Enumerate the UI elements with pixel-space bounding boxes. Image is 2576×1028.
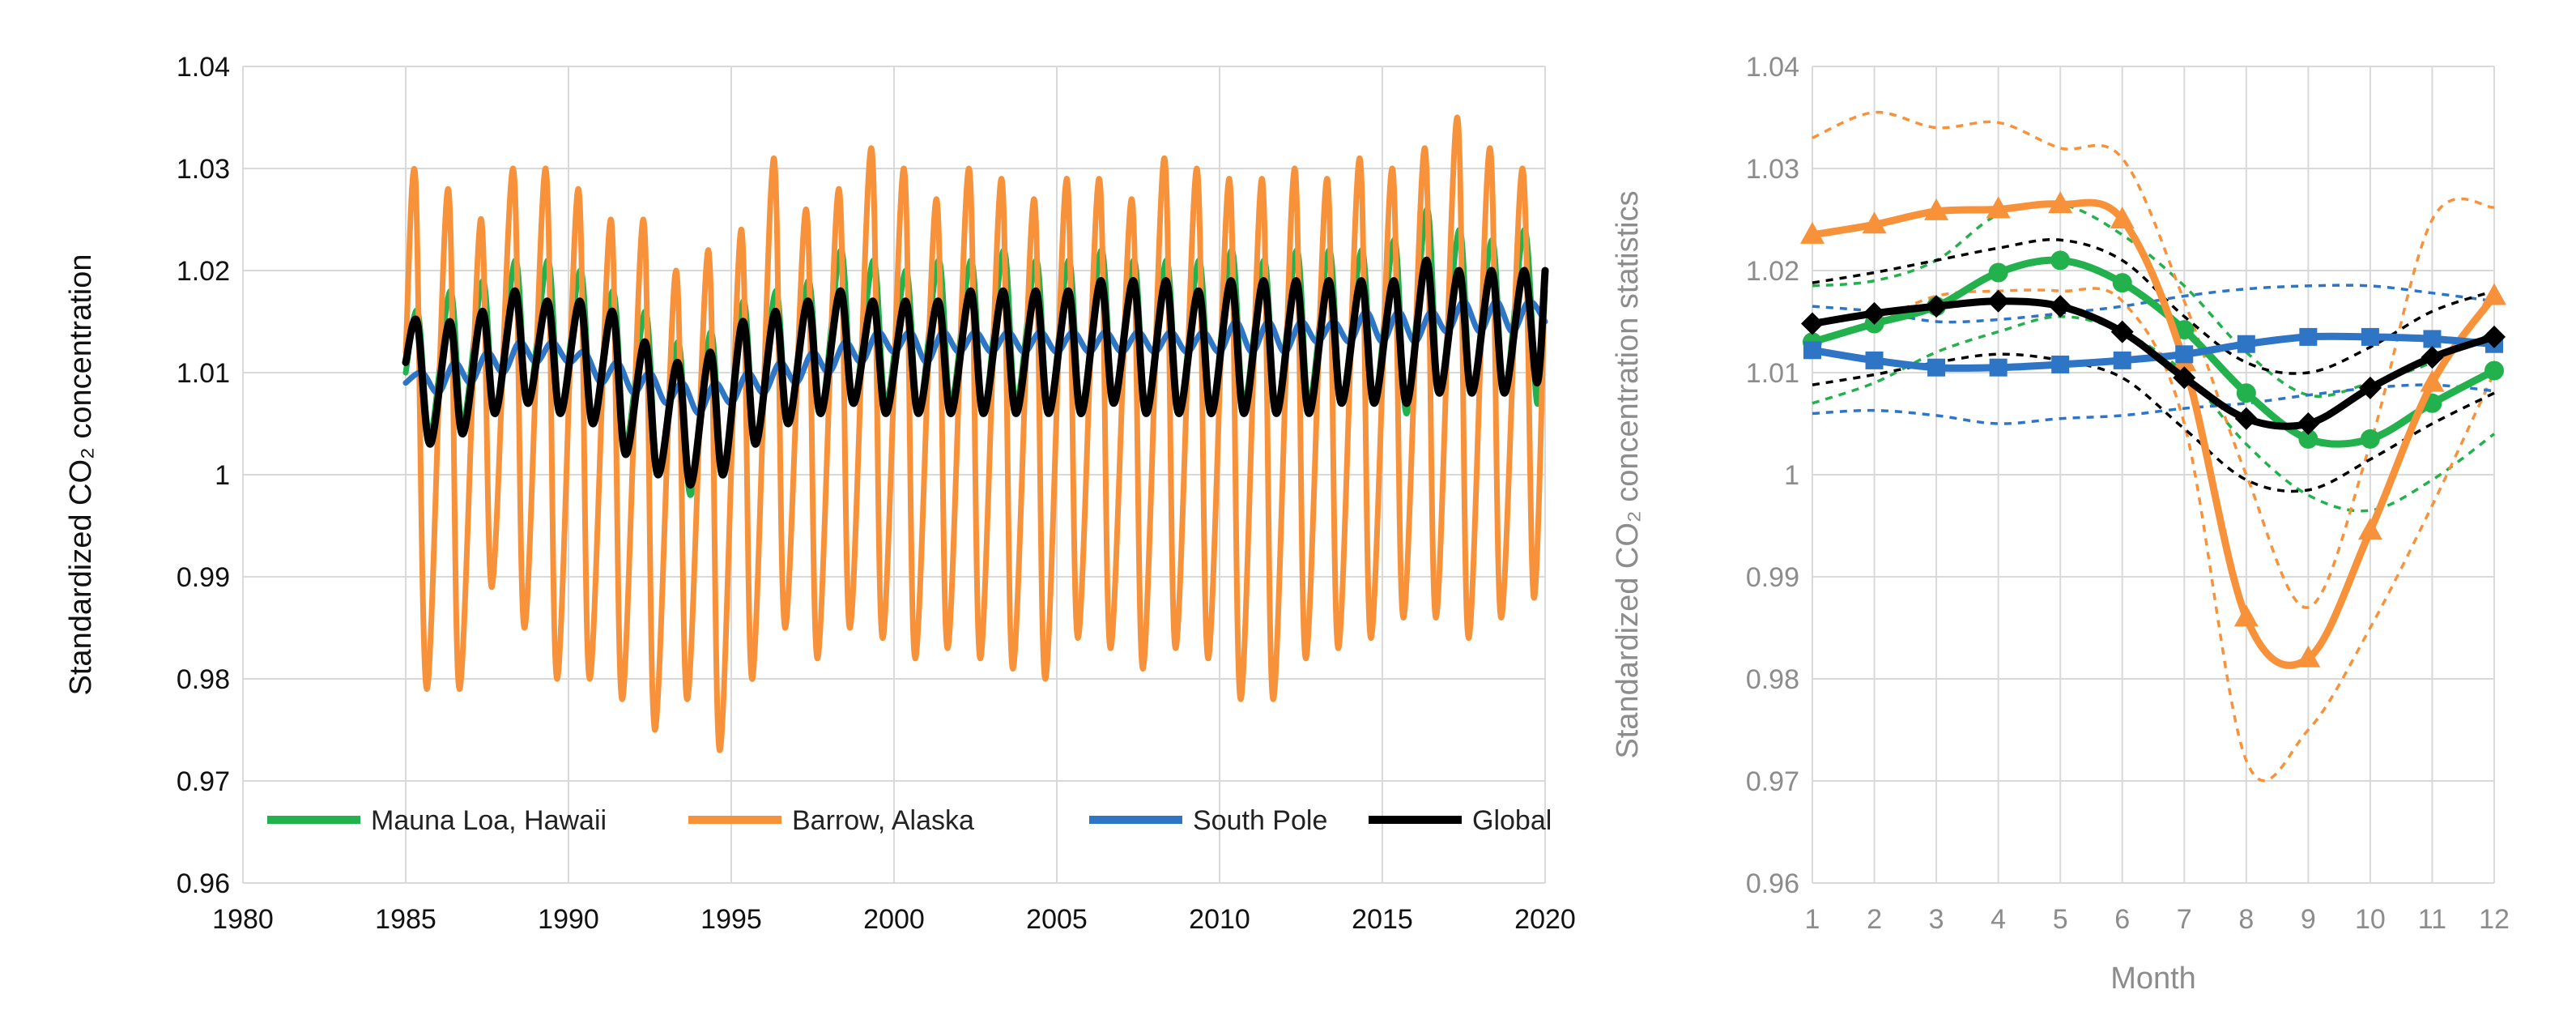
marker-brw-mean-11 xyxy=(2420,369,2445,392)
marker-glb-mean-11 xyxy=(2421,346,2444,369)
marker-spo-mean-1 xyxy=(1803,341,1821,360)
x-tick-label: 8 xyxy=(2238,904,2254,935)
x-tick-label: 1985 xyxy=(375,904,436,935)
y-tick-label: 0.98 xyxy=(1746,664,1799,695)
y-axis-title: Standardized CO₂ concentration statistic… xyxy=(1611,190,1645,758)
marker-brw-mean-8 xyxy=(2233,604,2259,627)
bound-line-spo-lower xyxy=(1812,383,2495,425)
x-tick-label: 11 xyxy=(2418,904,2446,935)
y-tick-label: 1.01 xyxy=(1746,358,1799,389)
marker-spo-mean-7 xyxy=(2175,345,2194,364)
marker-spo-mean-2 xyxy=(1865,351,1884,369)
x-tick-label: 2020 xyxy=(1514,904,1576,935)
marker-mlo-mean-10 xyxy=(2360,429,2380,449)
marker-glb-mean-3 xyxy=(1925,295,1948,318)
y-tick-label: 1.04 xyxy=(177,52,230,83)
series-line-3 xyxy=(402,256,1549,489)
x-tick-label: 7 xyxy=(2177,904,2192,935)
y-tick-label: 1.02 xyxy=(1746,256,1799,287)
x-tick-label: 2 xyxy=(1867,904,1882,935)
marker-brw-mean-6 xyxy=(2110,207,2135,228)
marker-brw-mean-4 xyxy=(1986,196,2011,219)
marker-spo-mean-8 xyxy=(2237,335,2255,353)
x-tick-label: 3 xyxy=(1929,904,1944,935)
y-tick-label: 0.99 xyxy=(177,562,230,593)
x-axis-title: Month xyxy=(2110,962,2196,996)
marker-brw-mean-3 xyxy=(1924,198,1949,220)
bound-line-spo-upper xyxy=(1812,284,2495,324)
y-tick-label: 0.99 xyxy=(1746,562,1799,593)
marker-brw-mean-9 xyxy=(2296,645,2321,668)
marker-glb-mean-10 xyxy=(2358,376,2382,399)
marker-mlo-mean-6 xyxy=(2112,273,2132,293)
marker-spo-mean-3 xyxy=(1927,358,1946,377)
legend-label-0: Mauna Loa, Hawaii xyxy=(371,805,607,836)
x-tick-label: 10 xyxy=(2355,904,2386,935)
marker-brw-mean-2 xyxy=(1862,211,1887,234)
x-tick-label: 9 xyxy=(2301,904,2316,935)
marker-glb-mean-12 xyxy=(2483,325,2506,348)
legend-label-1: Barrow, Alaska xyxy=(792,805,974,836)
y-tick-label: 1 xyxy=(1784,460,1799,491)
marker-spo-mean-11 xyxy=(2423,330,2442,348)
y-tick-label: 0.97 xyxy=(1746,766,1799,797)
y-tick-label: 0.97 xyxy=(177,766,230,797)
marker-spo-mean-9 xyxy=(2299,327,2318,346)
x-tick-label: 2005 xyxy=(1026,904,1088,935)
marker-spo-mean-5 xyxy=(2051,355,2070,373)
marker-glb-mean-2 xyxy=(1863,301,1886,325)
x-tick-label: 1 xyxy=(1805,904,1820,935)
marker-brw-mean-10 xyxy=(2357,518,2382,540)
y-tick-label: 0.96 xyxy=(1746,868,1799,899)
marker-glb-mean-6 xyxy=(2110,320,2134,343)
x-tick-label: 1995 xyxy=(700,904,762,935)
marker-brw-mean-12 xyxy=(2482,283,2506,305)
y-tick-label: 1 xyxy=(215,460,230,491)
marker-glb-mean-4 xyxy=(1986,289,2010,313)
x-tick-label: 1980 xyxy=(212,904,274,935)
marker-mlo-mean-7 xyxy=(2174,320,2195,340)
marker-mlo-mean-9 xyxy=(2298,429,2318,449)
bound-line-glb-upper xyxy=(1812,238,2495,375)
marker-mlo-mean-5 xyxy=(2050,250,2071,271)
marker-spo-mean-10 xyxy=(2361,327,2379,346)
marker-spo-mean-6 xyxy=(2113,351,2131,369)
x-tick-label: 1990 xyxy=(538,904,599,935)
series-line-1 xyxy=(402,114,1548,753)
marker-glb-mean-9 xyxy=(2297,412,2320,435)
x-tick-label: 5 xyxy=(2053,904,2068,935)
y-tick-label: 0.96 xyxy=(177,868,230,899)
y-axis-title: Standardized CO₂ concentration xyxy=(64,254,98,696)
x-tick-label: 4 xyxy=(1991,904,2006,935)
marker-mlo-mean-12 xyxy=(2484,360,2504,381)
x-tick-label: 2000 xyxy=(863,904,925,935)
marker-glb-mean-8 xyxy=(2234,407,2258,430)
y-tick-label: 1.01 xyxy=(177,358,230,389)
marker-glb-mean-1 xyxy=(1801,312,1824,335)
y-tick-label: 1.04 xyxy=(1746,52,1799,83)
x-tick-label: 2015 xyxy=(1352,904,1413,935)
y-tick-label: 1.03 xyxy=(177,154,230,185)
marker-mlo-mean-4 xyxy=(1988,262,2008,283)
marker-glb-mean-7 xyxy=(2173,366,2196,390)
y-tick-label: 1.02 xyxy=(177,256,230,287)
bound-line-brw-lower xyxy=(1812,287,2496,783)
y-tick-label: 1.03 xyxy=(1746,154,1799,185)
legend-label-2: South Pole xyxy=(1193,805,1327,836)
marker-glb-mean-5 xyxy=(2049,295,2072,318)
marker-brw-mean-5 xyxy=(2048,191,2073,214)
x-tick-label: 6 xyxy=(2114,904,2130,935)
mean-line-brw-mean xyxy=(1808,198,2498,669)
marker-brw-mean-1 xyxy=(1800,221,1824,244)
left-chart-time-series: 0.96 0.97 0.98 0.99 1 1.01 1.02 1.03 1.04 1980 198… xyxy=(64,52,1576,935)
x-tick-label: 2010 xyxy=(1189,904,1250,935)
legend-label-3: Global xyxy=(1472,805,1552,836)
marker-spo-mean-4 xyxy=(1989,358,2008,377)
marker-mlo-mean-8 xyxy=(2236,383,2256,403)
y-tick-label: 0.98 xyxy=(177,664,230,695)
x-tick-label: 12 xyxy=(2479,904,2510,935)
